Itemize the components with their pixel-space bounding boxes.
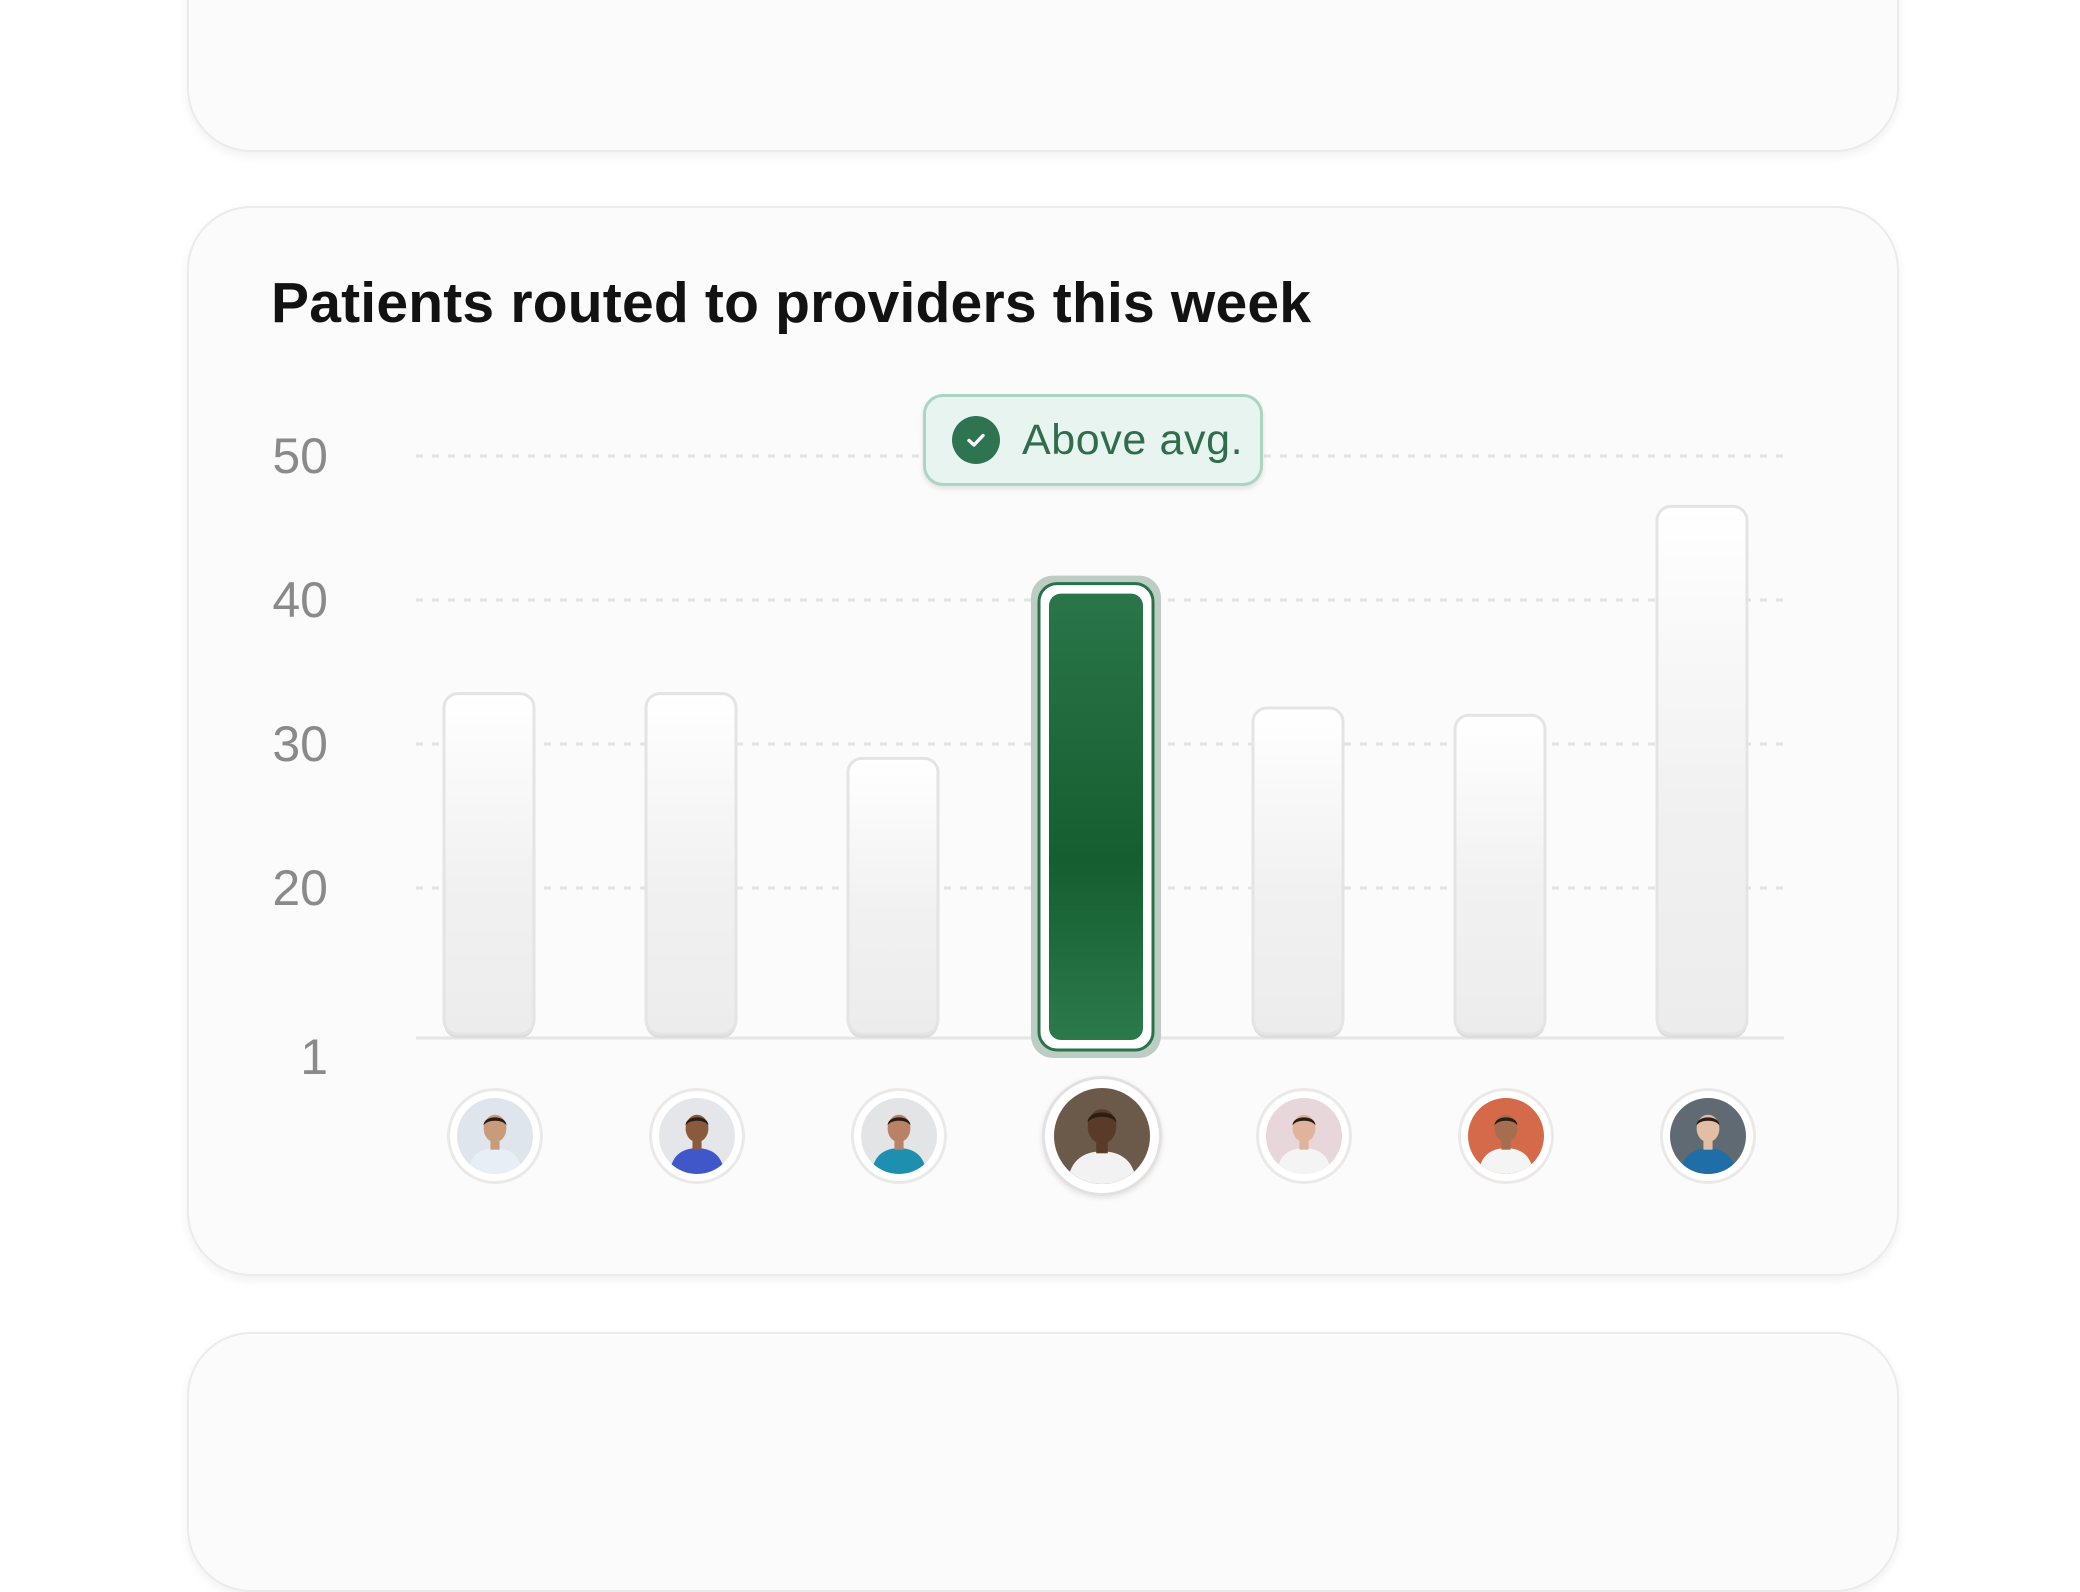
card-bottom [187,1332,1899,1592]
bar-4 [1031,575,1161,1058]
bar-3 [846,756,940,1038]
bar-chart: 50 40 30 20 1 [272,428,1784,1085]
avatar[interactable] [1458,1088,1554,1184]
bar-1 [442,692,536,1038]
avatar[interactable] [851,1088,947,1184]
chart-card: Patients routed to providers this week 5… [187,206,1899,1276]
y-tick-label: 50 [272,428,328,484]
provider-photo [1266,1098,1342,1174]
y-tick-label: 1 [300,1029,328,1085]
bar-2 [644,692,738,1038]
avatar[interactable] [649,1088,745,1184]
card-top [187,0,1899,152]
y-tick-label: 30 [272,716,328,772]
provider-photo [861,1098,937,1174]
bar-6 [1453,713,1547,1038]
avatar[interactable] [1042,1076,1162,1196]
check-circle-icon [952,416,1000,464]
provider-photo [1670,1098,1746,1174]
provider-photo [457,1098,533,1174]
above-average-badge: Above avg. [923,394,1263,486]
avatar[interactable] [447,1088,543,1184]
badge-label: Above avg. [1022,415,1244,464]
avatar[interactable] [1256,1088,1352,1184]
bar-5 [1251,706,1345,1038]
provider-photo [1468,1098,1544,1174]
avatar[interactable] [1660,1088,1756,1184]
y-tick-label: 40 [272,572,328,628]
bar-7 [1655,504,1749,1038]
provider-photo [659,1098,735,1174]
chart-title: Patients routed to providers this week [271,271,1312,335]
y-tick-label: 20 [272,860,328,916]
provider-photo [1054,1088,1150,1184]
